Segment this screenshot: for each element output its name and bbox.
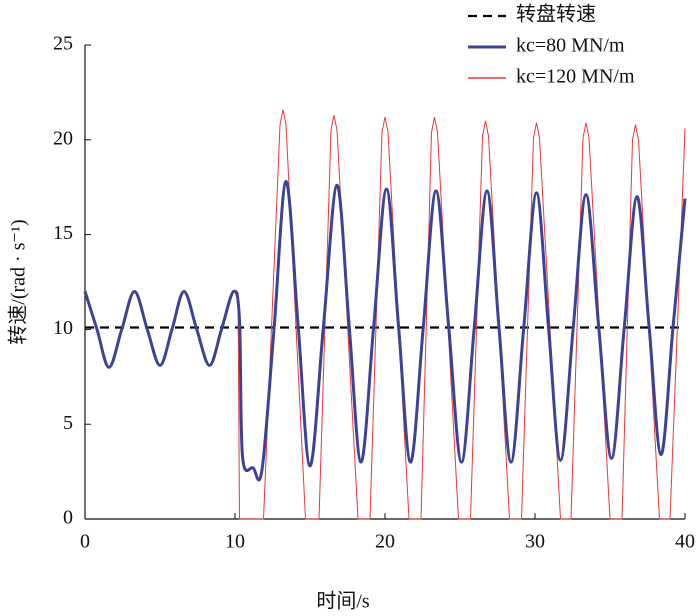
legend-label: 转盘转速 xyxy=(516,3,596,26)
x-tick-label: 30 xyxy=(525,531,545,553)
x-tick-label: 10 xyxy=(225,531,245,553)
y-tick-label: 25 xyxy=(53,33,73,55)
x-tick-label: 40 xyxy=(675,531,695,553)
x-axis-label: 时间/s xyxy=(316,590,370,613)
series-line xyxy=(83,180,687,482)
x-tick-label: 0 xyxy=(80,531,90,553)
series-line xyxy=(237,109,686,520)
legend-label: kc=80 MN/m xyxy=(516,35,625,57)
y-tick-label: 10 xyxy=(53,317,73,339)
y-axis-label: 转速/(rad · s⁻¹) xyxy=(7,219,30,344)
y-tick-label: 15 xyxy=(53,222,73,244)
y-tick-label: 5 xyxy=(63,412,73,434)
x-tick-label: 20 xyxy=(375,531,395,553)
y-tick-label: 20 xyxy=(53,127,73,149)
legend-label: kc=120 MN/m xyxy=(516,66,635,88)
y-tick-label: 0 xyxy=(63,507,73,529)
